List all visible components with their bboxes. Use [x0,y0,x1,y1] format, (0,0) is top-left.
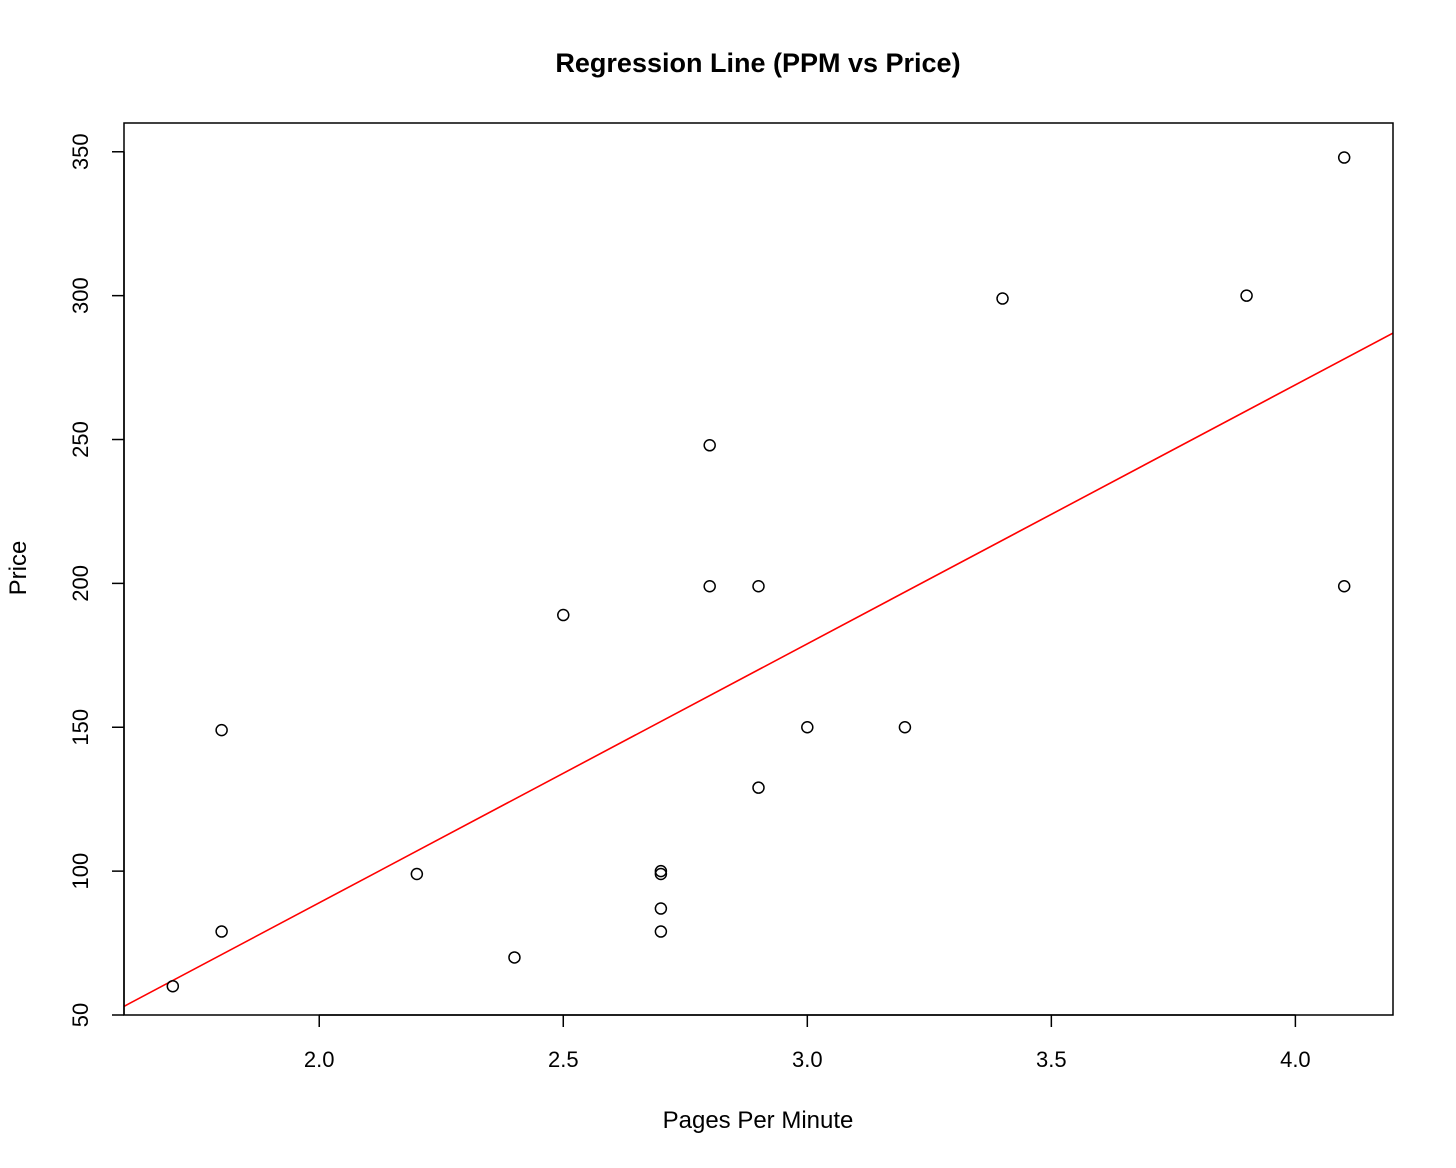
plot-frame [123,122,1394,1016]
x-tick-label: 3.0 [792,1047,823,1072]
y-tick-label: 350 [68,133,93,170]
y-tick-label: 50 [68,1003,93,1027]
x-tick-label: 2.0 [304,1047,335,1072]
data-point [801,721,814,734]
y-tick-label: 150 [68,709,93,746]
data-point [508,951,521,964]
x-axis-label: Pages Per Minute [663,1107,854,1134]
regression-line [124,332,1393,1008]
data-point [1337,580,1351,593]
y-axis-label: Price [5,541,32,596]
y-tick-label: 100 [68,853,93,890]
data-point [752,781,765,794]
data-point [654,867,668,881]
x-axis: 2.0 2.5 3.0 3.5 4.0 [304,1014,1311,1072]
plot-area [124,151,1393,1008]
data-point [215,723,228,737]
x-tick-label: 2.5 [548,1047,579,1072]
chart-title: Regression Line (PPM vs Price) [555,48,960,78]
y-tick-label: 200 [68,565,93,602]
data-point [1337,151,1351,164]
data-point [654,925,668,938]
data-point [703,439,716,452]
y-tick-label: 250 [68,421,93,458]
data-point [654,902,668,915]
data-point [215,925,228,938]
data-point [1240,289,1253,302]
data-point [996,292,1009,305]
data-point [166,979,180,993]
x-tick-label: 3.5 [1036,1047,1067,1072]
data-point [752,580,765,593]
y-axis: 50 100 150 200 250 300 350 [68,133,125,1027]
data-point [557,608,570,622]
y-tick-label: 300 [68,277,93,314]
x-tick-label: 4.0 [1280,1047,1311,1072]
data-point [898,721,912,734]
data-point [703,580,716,593]
data-point [410,867,424,881]
